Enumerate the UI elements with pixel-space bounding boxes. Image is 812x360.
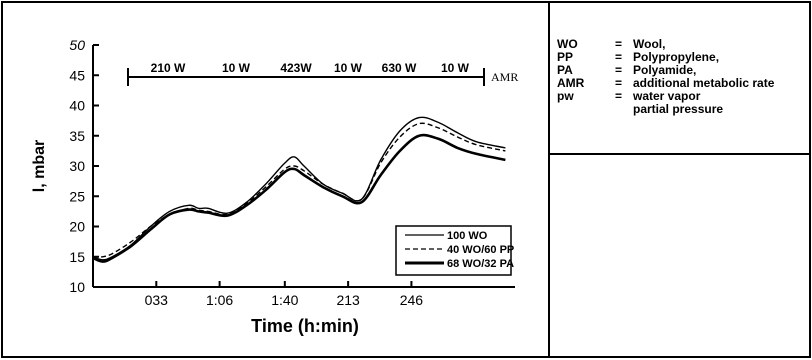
key-equals: =: [615, 76, 622, 90]
legend-box: [395, 225, 512, 276]
y-tick-label: 10: [69, 279, 85, 295]
key-abbr: AMR: [557, 76, 585, 90]
x-tick-label: 1:40: [271, 292, 298, 308]
key-equals: =: [615, 37, 622, 51]
x-tick-label: 1:06: [206, 292, 233, 308]
amr-segment-label: 210 W: [151, 61, 186, 75]
key-abbr: pw: [557, 89, 574, 103]
key-text: additional metabolic rate: [633, 76, 775, 90]
legend: 100 WO 40 WO/60 PP 68 WO/32 PA: [395, 225, 514, 276]
legend-label: 68 WO/32 PA: [447, 258, 514, 270]
y-tick-label: 20: [69, 219, 85, 235]
x-ticks: 033 1:06 1:40 213 246: [145, 281, 424, 308]
amr-segment-label: 423W: [280, 61, 312, 75]
x-tick-label: 213: [336, 292, 360, 308]
key-text: Wool,: [633, 37, 665, 51]
amr-segment-label: 10 W: [222, 61, 251, 75]
key-equals: =: [615, 89, 622, 103]
key-abbr: PA: [557, 63, 573, 77]
y-tick-label: 50: [69, 37, 85, 53]
x-tick-label: 246: [400, 292, 424, 308]
y-tick-label: 40: [69, 98, 85, 114]
y-ticks: 10 15 20 25 30 35 40 45 50: [69, 37, 99, 295]
key-abbr: PP: [557, 50, 573, 64]
y-tick-label: 45: [69, 67, 85, 83]
key-equals: =: [615, 50, 622, 64]
abbreviation-key: WO = Wool, PP = Polypropylene, PA = Poly…: [557, 37, 775, 116]
legend-label: 40 WO/60 PP: [447, 244, 514, 256]
x-axis-label: Time (h:min): [251, 316, 359, 336]
key-text: water vapor: [632, 89, 701, 103]
y-tick-label: 30: [69, 158, 85, 174]
series-line-68-wo-32-pa: [92, 133, 506, 263]
key-equals: =: [615, 63, 622, 77]
x-tick-label: 033: [145, 292, 169, 308]
amr-bar: 210 W 10 W 423W 10 W 630 W 10 W AMR: [127, 61, 518, 86]
amr-segment-label: 10 W: [441, 61, 470, 75]
key-text: Polyamide,: [633, 63, 696, 77]
y-tick-label: 35: [69, 128, 85, 144]
amr-segment-label: 630 W: [382, 61, 417, 75]
series-line-40-wo-60-pp: [92, 122, 506, 258]
y-tick-label: 15: [69, 249, 85, 265]
series-layer: [92, 116, 506, 263]
key-text: Polypropylene,: [633, 50, 719, 64]
key-panel-frame: [548, 1, 811, 358]
key-text: partial pressure: [633, 102, 723, 116]
legend-label: 100 WO: [447, 230, 488, 242]
y-tick-label: 25: [69, 188, 85, 204]
key-abbr: WO: [557, 37, 578, 51]
y-axis-label: l, mbar: [31, 140, 48, 192]
amr-segment-label: 10 W: [334, 61, 363, 75]
amr-label: AMR: [491, 70, 518, 84]
